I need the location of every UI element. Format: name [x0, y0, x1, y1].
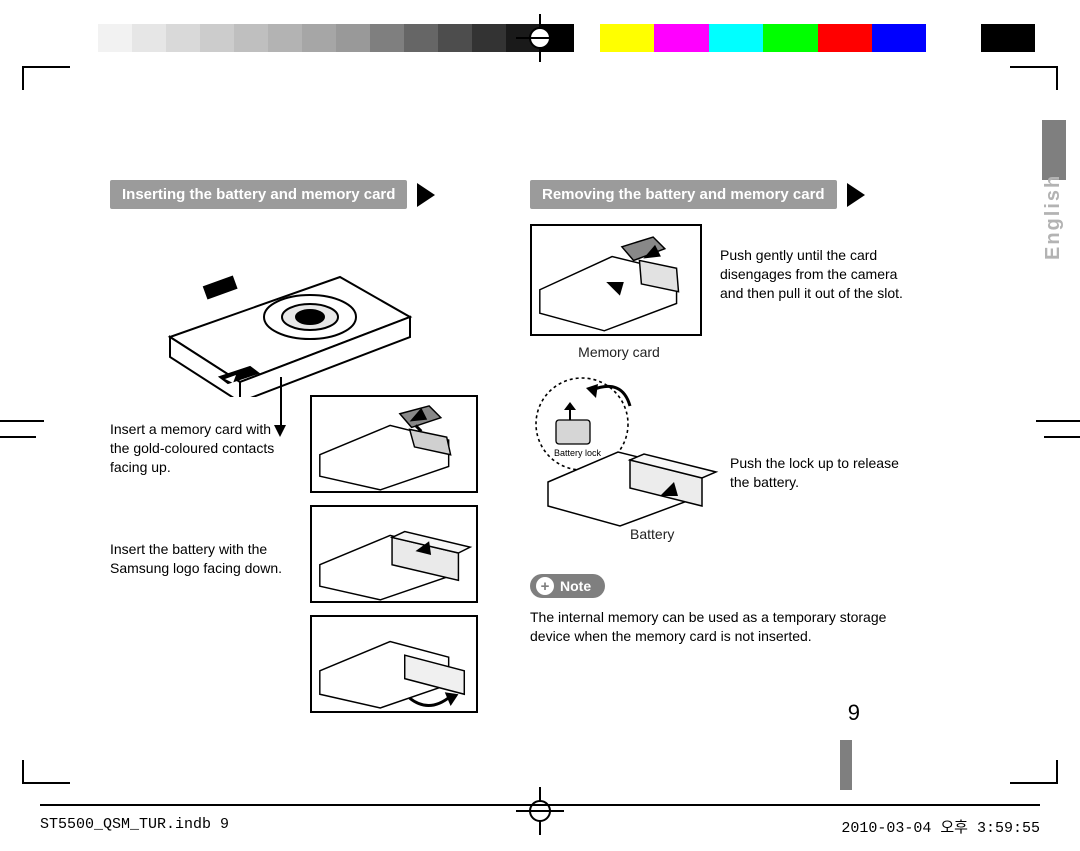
- note-block: + Note The internal memory can be used a…: [530, 574, 920, 646]
- caption-remove-memory: Push gently until the card disengages fr…: [720, 246, 910, 303]
- crop-mark: [1010, 782, 1058, 784]
- label-battery-lock: Battery lock: [554, 448, 601, 458]
- note-text: The internal memory can be used as a tem…: [530, 608, 920, 646]
- crop-mark: [1010, 66, 1058, 68]
- caption-remove-battery: Push the lock up to release the battery.: [730, 454, 900, 492]
- left-column: Inserting the battery and memory card: [110, 180, 510, 397]
- right-column: Removing the battery and memory card Mem…: [530, 180, 930, 227]
- swatch: [981, 24, 1035, 52]
- swatch: [438, 24, 472, 52]
- illustration-close-door: [310, 615, 478, 713]
- swatch: [600, 24, 654, 52]
- swatch: [654, 24, 708, 52]
- note-pill: + Note: [530, 574, 605, 598]
- illustration-remove-memory: [530, 224, 702, 336]
- swatch: [404, 24, 438, 52]
- swatch: [472, 24, 506, 52]
- crop-mark: [0, 436, 36, 438]
- arrow-right-icon: [417, 183, 435, 207]
- language-tab: English: [1032, 120, 1066, 320]
- swatch: [268, 24, 302, 52]
- swatch: [336, 24, 370, 52]
- swatch: [818, 24, 872, 52]
- swatch: [64, 24, 98, 52]
- swatch: [926, 24, 980, 52]
- section-header-insert: Inserting the battery and memory card: [110, 180, 510, 209]
- section-header-label: Inserting the battery and memory card: [110, 180, 407, 209]
- page-number-bar: [840, 740, 852, 790]
- crop-mark: [1036, 420, 1080, 422]
- crop-mark: [22, 66, 24, 90]
- label-memory-card: Memory card: [564, 344, 674, 360]
- crop-mark: [22, 66, 70, 68]
- language-tab-label: English: [1042, 120, 1066, 260]
- plus-icon: +: [536, 577, 554, 595]
- swatch: [763, 24, 817, 52]
- registration-mark-top: [526, 24, 554, 52]
- swatch: [370, 24, 404, 52]
- footer-timestamp: 2010-03-04 오후 3:59:55: [841, 816, 1040, 837]
- swatch: [98, 24, 132, 52]
- swatch: [234, 24, 268, 52]
- section-header-remove: Removing the battery and memory card: [530, 180, 930, 209]
- prepress-footer: ST5500_QSM_TUR.indb 9 2010-03-04 오후 3:59…: [40, 804, 1040, 837]
- arrow-right-icon: [847, 183, 865, 207]
- swatch: [302, 24, 336, 52]
- label-battery: Battery: [630, 526, 674, 542]
- camera-illustration: [130, 227, 440, 397]
- crop-mark: [1044, 436, 1080, 438]
- page-number: 9: [848, 700, 860, 726]
- crop-mark: [22, 782, 70, 784]
- crop-mark: [22, 760, 24, 784]
- section-header-label: Removing the battery and memory card: [530, 180, 837, 209]
- swatch: [200, 24, 234, 52]
- crop-mark: [1056, 66, 1058, 90]
- crop-mark: [0, 420, 44, 422]
- note-label: Note: [560, 578, 591, 594]
- swatch: [166, 24, 200, 52]
- crop-mark: [1056, 760, 1058, 784]
- swatch: [872, 24, 926, 52]
- illustration-insert-battery: [310, 505, 478, 603]
- caption-battery: Insert the battery with the Samsung logo…: [110, 540, 290, 578]
- caption-memory-card: Insert a memory card with the gold-colou…: [110, 420, 280, 477]
- illustration-remove-battery: Battery lock: [530, 376, 722, 534]
- swatch: [709, 24, 763, 52]
- footer-filename: ST5500_QSM_TUR.indb 9: [40, 816, 229, 837]
- illustration-insert-memory: [310, 395, 478, 493]
- swatch: [132, 24, 166, 52]
